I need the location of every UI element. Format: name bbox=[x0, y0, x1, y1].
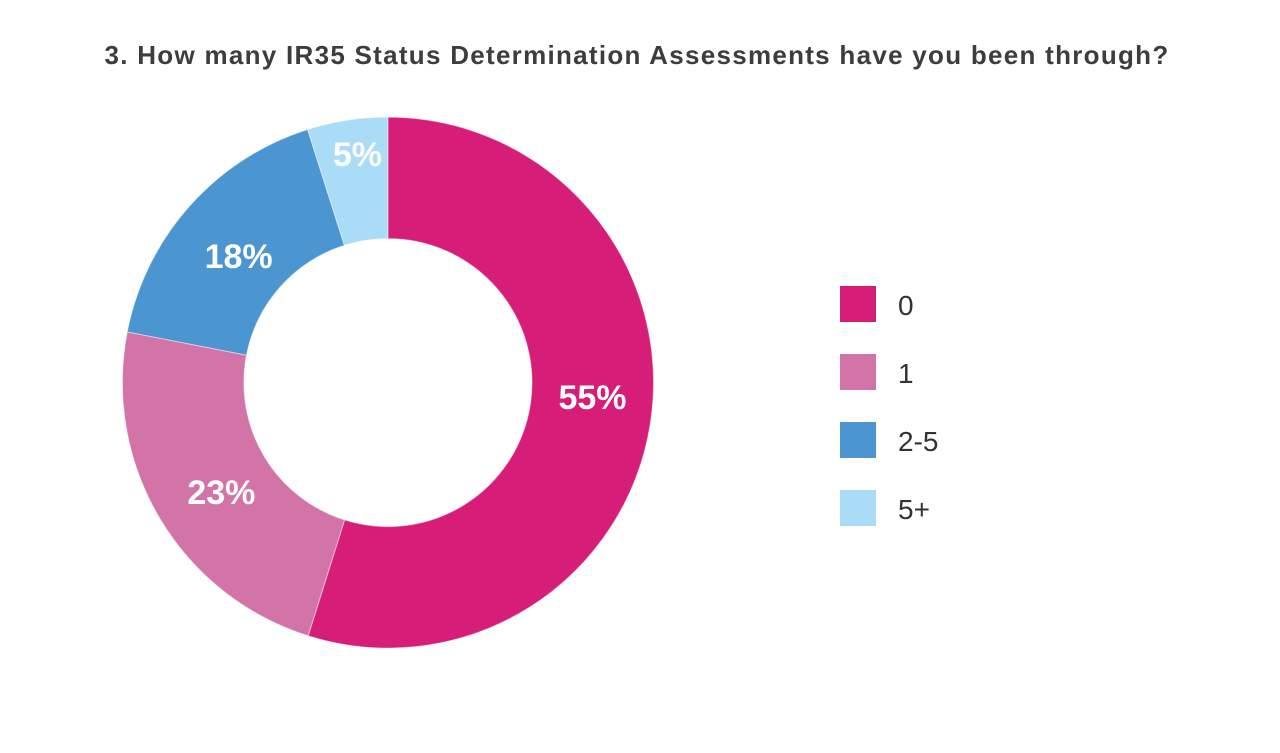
svg-text:18%: 18% bbox=[205, 238, 273, 276]
svg-text:5%: 5% bbox=[333, 136, 382, 174]
svg-text:23%: 23% bbox=[187, 474, 255, 512]
svg-text:55%: 55% bbox=[558, 379, 626, 417]
